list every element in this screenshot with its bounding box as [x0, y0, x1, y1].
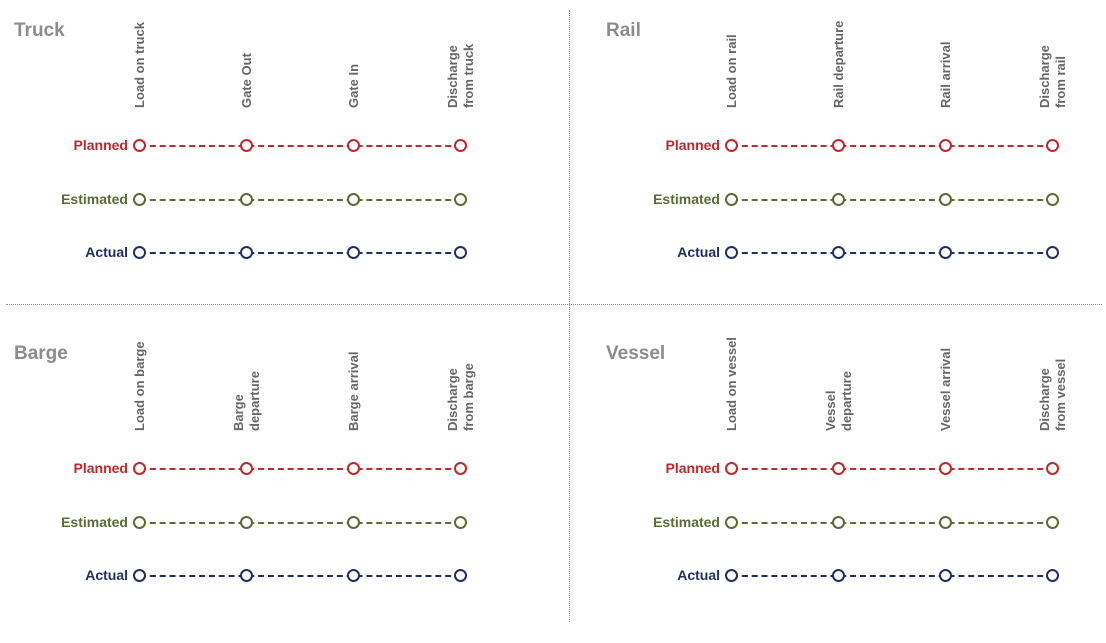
- milestone-dot-planned: [133, 462, 146, 475]
- milestone-dot-actual: [454, 569, 467, 582]
- milestone-label: Rail departure: [831, 20, 846, 108]
- milestone-dot-actual: [133, 246, 146, 259]
- milestone-label: Load on rail: [724, 34, 739, 108]
- row-label-actual: Actual: [677, 244, 720, 260]
- milestone-label: Rail arrival: [938, 41, 953, 109]
- row-label-planned: Planned: [73, 137, 128, 153]
- row-label-actual: Actual: [85, 244, 128, 260]
- timeline-line-estimated: [732, 199, 1053, 201]
- milestone-dot-actual: [240, 569, 253, 582]
- milestone-label: Discharge from truck: [445, 43, 476, 108]
- milestone-dot-estimated: [240, 193, 253, 206]
- panel-vessel: Vessel Load on vessel Vessel departure Vess…: [606, 337, 1106, 643]
- panel-title: Truck: [14, 20, 65, 41]
- timeline-line-actual: [140, 252, 461, 254]
- row-label-actual: Actual: [677, 567, 720, 583]
- milestone-dot-estimated: [347, 516, 360, 529]
- panel-barge: Barge Load on barge Barge departure Barge a…: [14, 341, 564, 643]
- milestone-dot-planned: [832, 139, 845, 152]
- milestone-dot-planned: [454, 139, 467, 152]
- milestone-dot-estimated: [832, 516, 845, 529]
- row-label-estimated: Estimated: [653, 514, 720, 530]
- milestone-dot-actual: [347, 246, 360, 259]
- milestone-label: Vessel arrival: [938, 347, 953, 431]
- milestone-dot-planned: [1046, 462, 1059, 475]
- milestone-dot-estimated: [133, 193, 146, 206]
- milestone-dot-actual: [1046, 246, 1059, 259]
- row-label-planned: Planned: [73, 460, 128, 476]
- milestone-dot-planned: [454, 462, 467, 475]
- milestone-label: Load on truck: [132, 22, 147, 108]
- milestone-dot-estimated: [725, 516, 738, 529]
- milestone-dot-actual: [133, 569, 146, 582]
- milestone-dot-planned: [347, 462, 360, 475]
- row-label-estimated: Estimated: [61, 514, 128, 530]
- timeline-line-actual: [732, 252, 1053, 254]
- milestone-dot-estimated: [939, 516, 952, 529]
- row-label-planned: Planned: [665, 460, 720, 476]
- milestone-dot-estimated: [832, 193, 845, 206]
- milestone-label: Gate In: [346, 63, 361, 108]
- timeline-line-estimated: [732, 522, 1053, 524]
- milestone-label: Vessel departure: [823, 371, 854, 431]
- milestone-dot-planned: [832, 462, 845, 475]
- timeline-line-planned: [140, 145, 461, 147]
- milestone-dot-planned: [240, 139, 253, 152]
- milestone-dot-planned: [939, 139, 952, 152]
- milestone-dot-actual: [939, 246, 952, 259]
- milestone-dot-estimated: [939, 193, 952, 206]
- milestone-dot-planned: [939, 462, 952, 475]
- milestone-dot-estimated: [454, 516, 467, 529]
- panel-title: Rail: [606, 20, 641, 41]
- timeline-line-planned: [732, 145, 1053, 147]
- milestone-dot-estimated: [1046, 193, 1059, 206]
- panel-title: Vessel: [606, 343, 666, 364]
- milestone-dot-estimated: [347, 193, 360, 206]
- milestone-label: Load on barge: [132, 341, 147, 431]
- milestone-dot-planned: [725, 462, 738, 475]
- timeline-line-estimated: [140, 522, 461, 524]
- milestone-dot-actual: [832, 246, 845, 259]
- milestone-label: Discharge from barge: [445, 363, 476, 431]
- milestone-dot-planned: [133, 139, 146, 152]
- milestone-dot-planned: [1046, 139, 1059, 152]
- milestone-label: Barge departure: [231, 371, 262, 431]
- milestone-dot-actual: [454, 246, 467, 259]
- milestone-label: Discharge from vessel: [1037, 358, 1068, 431]
- milestone-dot-planned: [725, 139, 738, 152]
- timeline-line-actual: [140, 575, 461, 577]
- row-label-estimated: Estimated: [653, 191, 720, 207]
- vertical-divider: [569, 10, 570, 622]
- row-label-estimated: Estimated: [61, 191, 128, 207]
- milestone-dot-actual: [240, 246, 253, 259]
- horizontal-divider: [6, 304, 1102, 305]
- milestone-label: Gate Out: [239, 53, 254, 108]
- milestone-dot-planned: [240, 462, 253, 475]
- panel-rail: Rail Load on rail Rail departure Rail arriv…: [606, 20, 1106, 320]
- milestone-dot-estimated: [133, 516, 146, 529]
- row-label-actual: Actual: [85, 567, 128, 583]
- milestone-dot-estimated: [454, 193, 467, 206]
- milestone-dot-actual: [725, 246, 738, 259]
- timeline-line-planned: [732, 468, 1053, 470]
- milestone-dot-estimated: [725, 193, 738, 206]
- milestone-dot-actual: [1046, 569, 1059, 582]
- milestone-dot-actual: [347, 569, 360, 582]
- row-label-planned: Planned: [665, 137, 720, 153]
- milestone-label: Discharge from rail: [1037, 45, 1068, 108]
- milestone-dot-estimated: [1046, 516, 1059, 529]
- milestone-dot-actual: [832, 569, 845, 582]
- milestone-dot-estimated: [240, 516, 253, 529]
- milestone-dot-actual: [725, 569, 738, 582]
- timeline-line-planned: [140, 468, 461, 470]
- milestone-label: Load on vessel: [724, 337, 739, 431]
- milestone-label: Barge arrival: [346, 351, 361, 432]
- milestone-dot-planned: [347, 139, 360, 152]
- timeline-line-estimated: [140, 199, 461, 201]
- timeline-line-actual: [732, 575, 1053, 577]
- milestone-dot-actual: [939, 569, 952, 582]
- panel-title: Barge: [14, 343, 68, 364]
- panel-truck: Truck Load on truck Gate Out Gate In Dischar…: [14, 20, 564, 320]
